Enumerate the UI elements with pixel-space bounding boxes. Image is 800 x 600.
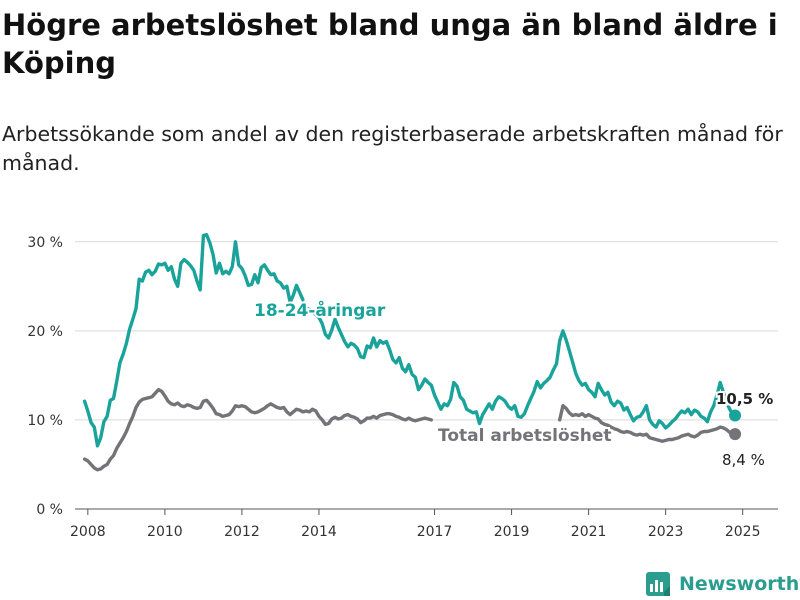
series-line-total xyxy=(82,387,433,472)
x-tick-label: 2023 xyxy=(648,524,684,540)
series-endpoint-youth xyxy=(729,409,742,422)
newsworthy-logo-icon xyxy=(646,572,670,596)
x-tick-label: 2019 xyxy=(494,524,530,540)
chart-title: Högre arbetslöshet bland unga än bland ä… xyxy=(2,8,778,80)
brand-name: Newsworthy xyxy=(679,573,800,595)
x-tick-label: 2010 xyxy=(147,524,183,540)
y-tick-label: 10 % xyxy=(27,413,63,429)
y-tick-label: 30 % xyxy=(27,235,63,251)
series-endpoint-total xyxy=(729,428,742,441)
brand-logo: Newsworthy xyxy=(645,570,800,598)
x-tick-label: 2012 xyxy=(224,524,260,540)
x-tick-label: 2017 xyxy=(417,524,453,540)
x-tick-label: 2008 xyxy=(70,524,106,540)
series-line-total-tail xyxy=(558,404,735,443)
y-tick-label: 20 % xyxy=(27,324,63,340)
x-tick-label: 2025 xyxy=(725,524,761,540)
chart-subtitle: Arbetssökande som andel av den registerb… xyxy=(2,122,783,175)
x-tick-label: 2021 xyxy=(571,524,607,540)
total-series-label: Total arbetslöshet xyxy=(438,426,612,446)
x-tick-label: 2014 xyxy=(301,524,337,540)
y-tick-label: 0 % xyxy=(36,502,63,518)
youth-end-label: 10,5 % xyxy=(716,390,773,408)
series-line-youth xyxy=(82,233,735,448)
youth-series-label: 18-24-åringar xyxy=(254,299,386,321)
total-end-label: 8,4 % xyxy=(722,451,765,469)
